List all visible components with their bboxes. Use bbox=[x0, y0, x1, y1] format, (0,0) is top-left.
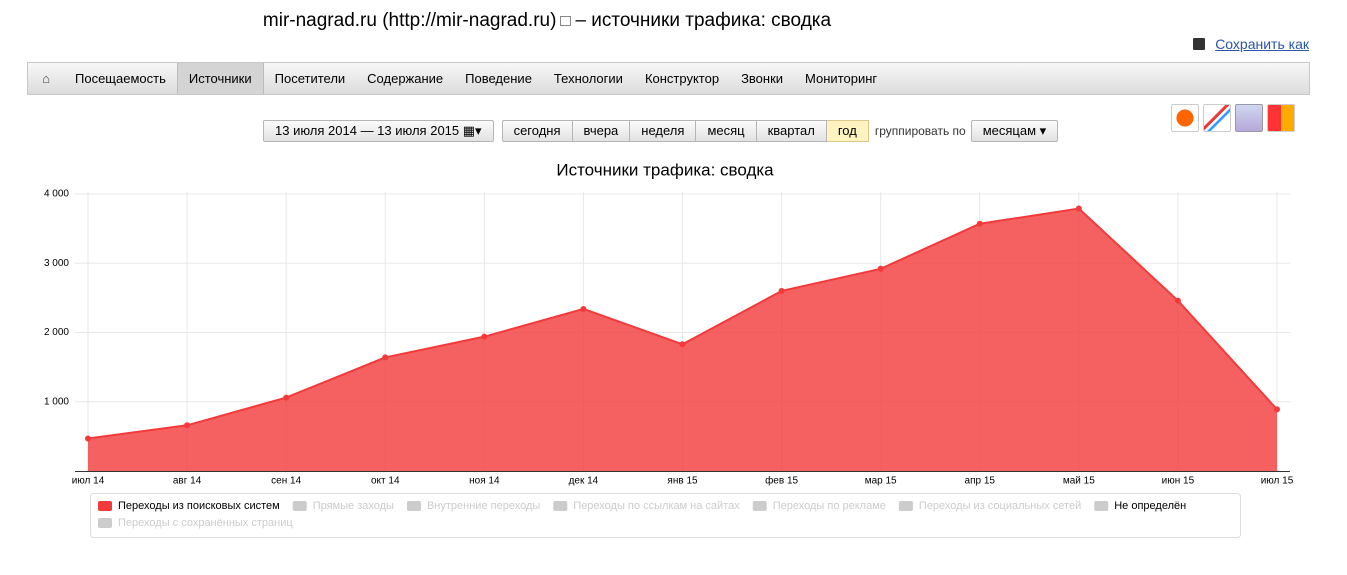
y-tick-label: 3 000 bbox=[44, 258, 69, 269]
title-suffix: – источники трафика: сводка bbox=[575, 10, 832, 31]
point bbox=[1174, 297, 1181, 304]
nav-tab[interactable]: Посетители bbox=[274, 71, 346, 86]
legend-entry[interactable]: Переходы по рекламе bbox=[773, 500, 886, 512]
legend-swatch bbox=[98, 518, 112, 528]
point bbox=[679, 341, 686, 348]
x-tick-label: сен 14 bbox=[271, 476, 301, 487]
nav-tab[interactable]: Посещаемость bbox=[75, 71, 166, 86]
period-button[interactable]: вчера bbox=[572, 120, 631, 142]
y-tick-label: 4 000 bbox=[44, 189, 69, 200]
nav-tab[interactable]: Конструктор bbox=[644, 71, 720, 86]
nav-tab[interactable]: Звонки bbox=[741, 71, 784, 86]
x-tick-label: окт 14 bbox=[371, 476, 400, 487]
legend-entry[interactable]: Прямые заходы bbox=[313, 500, 394, 512]
x-tick-label: мар 15 bbox=[865, 476, 897, 487]
legend-swatch bbox=[406, 501, 421, 511]
x-tick-label: июн 15 bbox=[1162, 476, 1195, 487]
line-icon[interactable] bbox=[1203, 104, 1231, 132]
point bbox=[382, 354, 389, 361]
toolbar: 13 июля 2014 — 13 июля 2015 ▦▾ сегодня вч… bbox=[263, 120, 1059, 142]
nav-tab[interactable]: Технологии bbox=[553, 71, 623, 86]
point bbox=[283, 394, 290, 401]
home-tab[interactable]: ⌂ bbox=[42, 71, 50, 86]
date-picker[interactable]: 13 июля 2014 — 13 июля 2015 ▦▾ bbox=[263, 120, 494, 142]
point bbox=[877, 265, 884, 272]
point bbox=[85, 435, 91, 442]
point bbox=[1075, 205, 1082, 212]
x-tick-label: янв 15 bbox=[667, 476, 698, 487]
group-label: группировать по bbox=[874, 124, 966, 138]
legend-entry[interactable]: Переходы по ссылкам на сайтах bbox=[573, 500, 740, 512]
period-button[interactable]: квартал bbox=[756, 120, 827, 142]
page-title: mir-nagrad.ru (http://mir-nagrad.ru) – ис… bbox=[0, 10, 1094, 32]
x-tick-label: фев 15 bbox=[765, 475, 798, 487]
save-text[interactable]: Сохранить как bbox=[1215, 36, 1309, 52]
y-tick-label: 2 000 bbox=[44, 327, 69, 338]
area bbox=[88, 208, 1277, 472]
group-select[interactable]: месяцам ▾ bbox=[970, 120, 1059, 142]
x-tick-label: авг 14 bbox=[173, 476, 202, 487]
nav-tab[interactable]: Мониторинг bbox=[805, 71, 878, 86]
legend-entry[interactable]: Переходы из поисковых систем bbox=[118, 500, 280, 512]
legend-entry[interactable]: Не определён bbox=[1114, 500, 1186, 512]
point bbox=[976, 220, 983, 227]
x-tick-label: апр 15 bbox=[965, 476, 996, 487]
x-tick-label: дек 14 bbox=[569, 476, 599, 487]
group-value[interactable]: месяцам bbox=[982, 123, 1037, 138]
x-tick-label: июл 14 bbox=[72, 476, 105, 487]
legend-box bbox=[90, 493, 1241, 538]
nav-bar: ⌂ Посещаемость Источники Посетители Содержан… bbox=[27, 62, 1310, 95]
nav-tab[interactable]: Содержание bbox=[367, 71, 444, 86]
nav-tab[interactable]: Поведение bbox=[465, 71, 532, 86]
site-name: mir-nagrad.ru (http://mir-nagrad.ru) bbox=[262, 10, 557, 31]
point bbox=[580, 305, 587, 312]
y-tick-label: 1 000 bbox=[44, 396, 69, 407]
period-button[interactable]: год bbox=[826, 120, 869, 142]
bar-icon[interactable] bbox=[1267, 104, 1295, 132]
chart: Источники трафика: сводка 1 000 2 000 3 00… bbox=[44, 160, 1294, 538]
legend-swatch bbox=[292, 501, 307, 511]
nav-tab[interactable]: Источники bbox=[176, 63, 264, 94]
save-link[interactable]: Сохранить как bbox=[1193, 36, 1309, 52]
period-button[interactable]: месяц bbox=[696, 120, 757, 142]
legend-entry[interactable]: Внутренние переходы bbox=[427, 500, 540, 512]
chart-type-icons bbox=[1171, 104, 1295, 132]
legend-entry[interactable]: Переходы с сохранённых страниц bbox=[118, 517, 293, 529]
legend-swatch bbox=[1094, 501, 1109, 511]
period-button[interactable]: неделя bbox=[630, 120, 697, 142]
icon[interactable] bbox=[560, 15, 572, 26]
point bbox=[778, 287, 785, 294]
x-tick-label: май 15 bbox=[1063, 476, 1095, 487]
legend-entry[interactable]: Переходы из социальных сетей bbox=[919, 500, 1081, 512]
date-range[interactable]: 13 июля 2014 — 13 июля 2015 bbox=[275, 123, 460, 138]
x-tick-label: ноя 14 bbox=[469, 476, 500, 487]
area-icon[interactable] bbox=[1235, 104, 1263, 132]
period-button[interactable]: сегодня bbox=[501, 120, 573, 142]
x-tick-label: июл 15 bbox=[1261, 476, 1294, 487]
pie-icon[interactable] bbox=[1171, 104, 1199, 132]
legend-swatch bbox=[898, 501, 913, 511]
point bbox=[184, 422, 191, 429]
legend-swatch bbox=[553, 501, 568, 511]
legend-swatch bbox=[98, 501, 112, 511]
period-group: сегодня вчера неделя месяц квартал год bbox=[501, 120, 869, 142]
point bbox=[1274, 406, 1280, 413]
point bbox=[481, 333, 488, 340]
chart-title: Источники трафика: сводка bbox=[556, 160, 774, 179]
legend-swatch bbox=[752, 501, 767, 511]
